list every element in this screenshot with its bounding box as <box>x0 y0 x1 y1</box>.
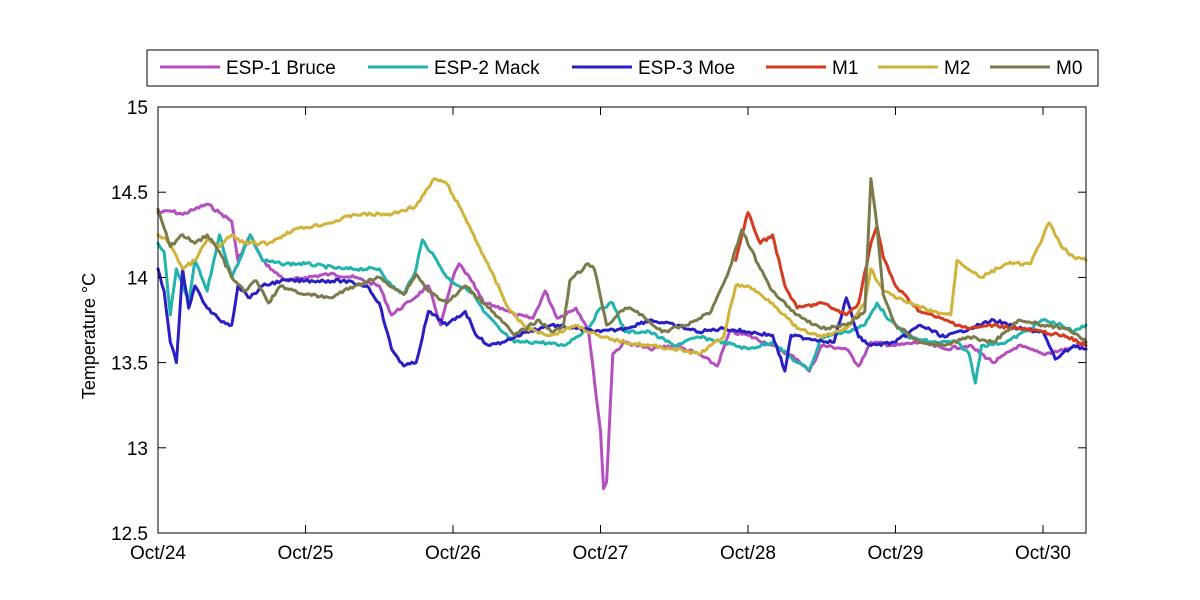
y-tick-label: 13.5 <box>111 354 148 375</box>
legend-label-esp-2-mack: ESP-2 Mack <box>434 58 540 79</box>
y-tick-label: 14.5 <box>111 183 148 204</box>
y-tick-label: 12.5 <box>111 524 148 545</box>
x-axis: Oct/24 Oct/25 Oct/26 Oct/27 Oct/28 Oct/29 Oct/… <box>130 107 1071 564</box>
plot-area-frame <box>157 106 1087 534</box>
x-tick-label: Oct/24 <box>130 543 186 564</box>
series-line-esp-3-moe <box>156 267 1088 373</box>
legend-label-m2: M2 <box>944 58 970 79</box>
x-tick-label: Oct/29 <box>867 543 923 564</box>
x-tick-label: Oct/27 <box>572 543 628 564</box>
legend-label-esp-1-bruce: ESP-1 Bruce <box>226 58 336 79</box>
series-layer <box>156 177 1088 491</box>
x-tick-label: Oct/28 <box>720 543 776 564</box>
legend-label-m1: M1 <box>832 58 858 79</box>
series-line-m2 <box>156 177 1088 356</box>
x-tick-label: Oct/26 <box>425 543 481 564</box>
legend-label-esp-3-moe: ESP-3 Moe <box>638 58 735 79</box>
y-tick-label: 14 <box>127 268 149 289</box>
x-tick-label: Oct/25 <box>278 543 334 564</box>
series-line-m0 <box>156 177 1088 348</box>
series-line-esp-2-mack <box>156 233 1088 385</box>
y-axis: 12.5 13 13.5 14 14.5 15 <box>111 98 1086 545</box>
y-tick-label: 15 <box>127 98 148 119</box>
x-tick-label: Oct/30 <box>1015 543 1071 564</box>
legend-label-m0: M0 <box>1056 58 1082 79</box>
legend: ESP-1 Bruce ESP-2 Mack ESP-3 Moe M1 M2 M0 <box>146 49 1099 87</box>
y-tick-label: 13 <box>127 439 148 460</box>
y-axis-label: Temperature °C <box>79 273 99 399</box>
